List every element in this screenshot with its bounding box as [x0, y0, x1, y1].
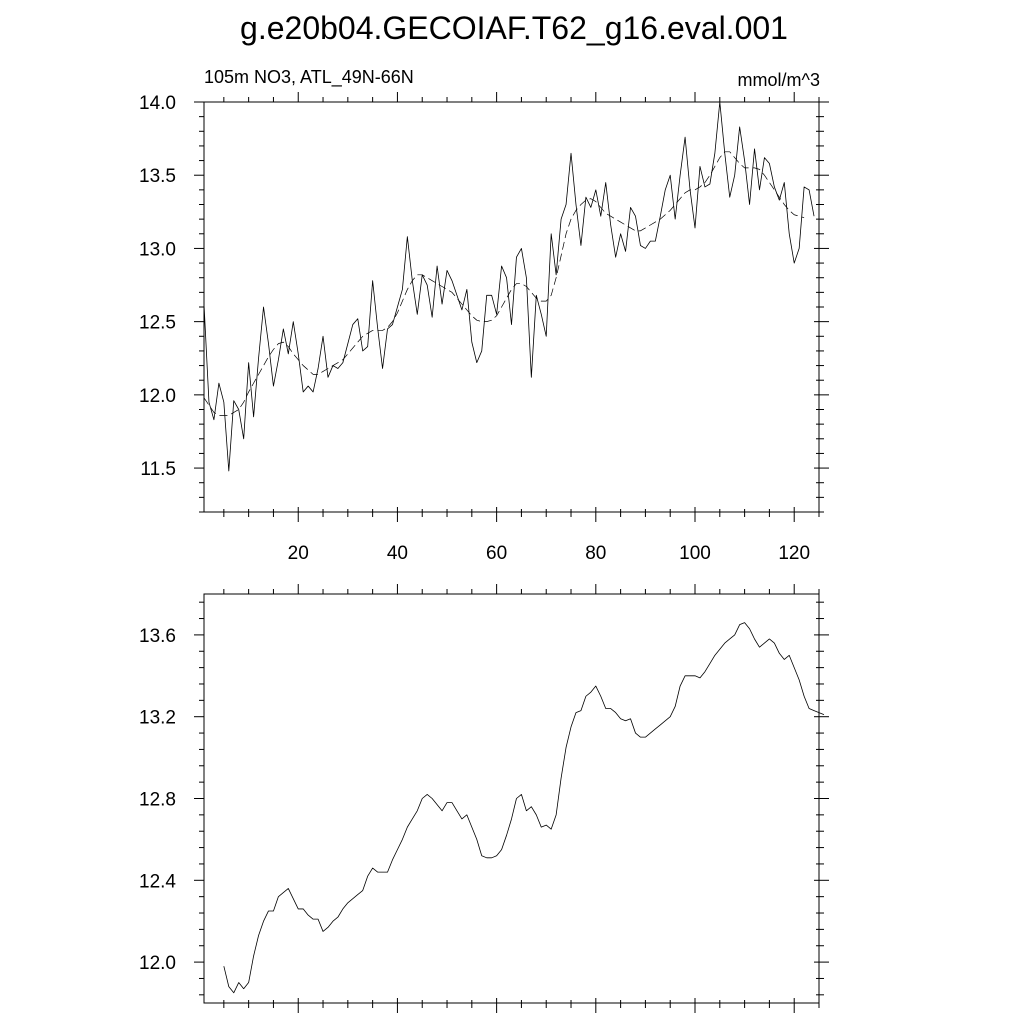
top-panel-x-tick-label: 100 — [679, 543, 711, 564]
bottom-panel-y-tick-label: 13.2 — [139, 708, 176, 729]
top-panel-y-tick-label: 14.0 — [139, 93, 176, 114]
top-panel-ticks: 20 40 60 80 100 120 11.5 12.0 12.5 13.0 13.5 14.0 — [139, 92, 829, 564]
bottom-panel-y-tick-label: 13.6 — [139, 626, 176, 647]
top-panel-plot: 20 40 60 80 100 120 11.5 12.0 12.5 13.0 13.5 14.0 — [139, 92, 829, 564]
bottom-panel-series — [223, 622, 825, 994]
top-panel-series — [203, 101, 815, 472]
top-panel-y-tick-label: 11.5 — [140, 459, 176, 480]
top-panel-x-tick-label: 80 — [585, 543, 606, 564]
top-panel-x-tick-label: 40 — [387, 543, 408, 564]
bottom-panel-y-tick-label: 12.8 — [139, 790, 176, 811]
top-panel-x-tick-label: 120 — [778, 543, 810, 564]
bottom-panel-frame — [203, 593, 820, 1004]
top-panel-series-line-smoothed — [203, 151, 805, 416]
figure-title: g.e20b04.GECOIAF.T62_g16.eval.001 — [240, 10, 788, 46]
bottom-panel-y-tick-label: 12.4 — [139, 871, 176, 892]
top-panel-variable-label: 105m NO3, ATL_49N-66N — [204, 67, 414, 88]
top-panel-y-tick-label: 13.5 — [139, 166, 176, 187]
bottom-panel-plot: 12.0 12.4 12.8 13.2 13.6 — [139, 584, 829, 1013]
bottom-panel-ticks: 12.0 12.4 12.8 13.2 13.6 — [139, 584, 829, 1013]
bottom-panel-series-line-raw — [223, 622, 825, 994]
top-panel-x-tick-label: 60 — [486, 543, 507, 564]
top-panel-x-tick-label: 20 — [288, 543, 309, 564]
top-panel-frame — [203, 101, 820, 513]
top-panel-y-tick-label: 12.5 — [139, 313, 176, 334]
top-panel-y-tick-label: 12.0 — [139, 386, 176, 407]
top-panel-units-label: mmol/m^3 — [738, 70, 820, 90]
bottom-panel-y-tick-label: 12.0 — [139, 953, 176, 974]
top-panel-series-line-raw — [203, 101, 815, 472]
top-panel-y-tick-label: 13.0 — [139, 239, 176, 260]
